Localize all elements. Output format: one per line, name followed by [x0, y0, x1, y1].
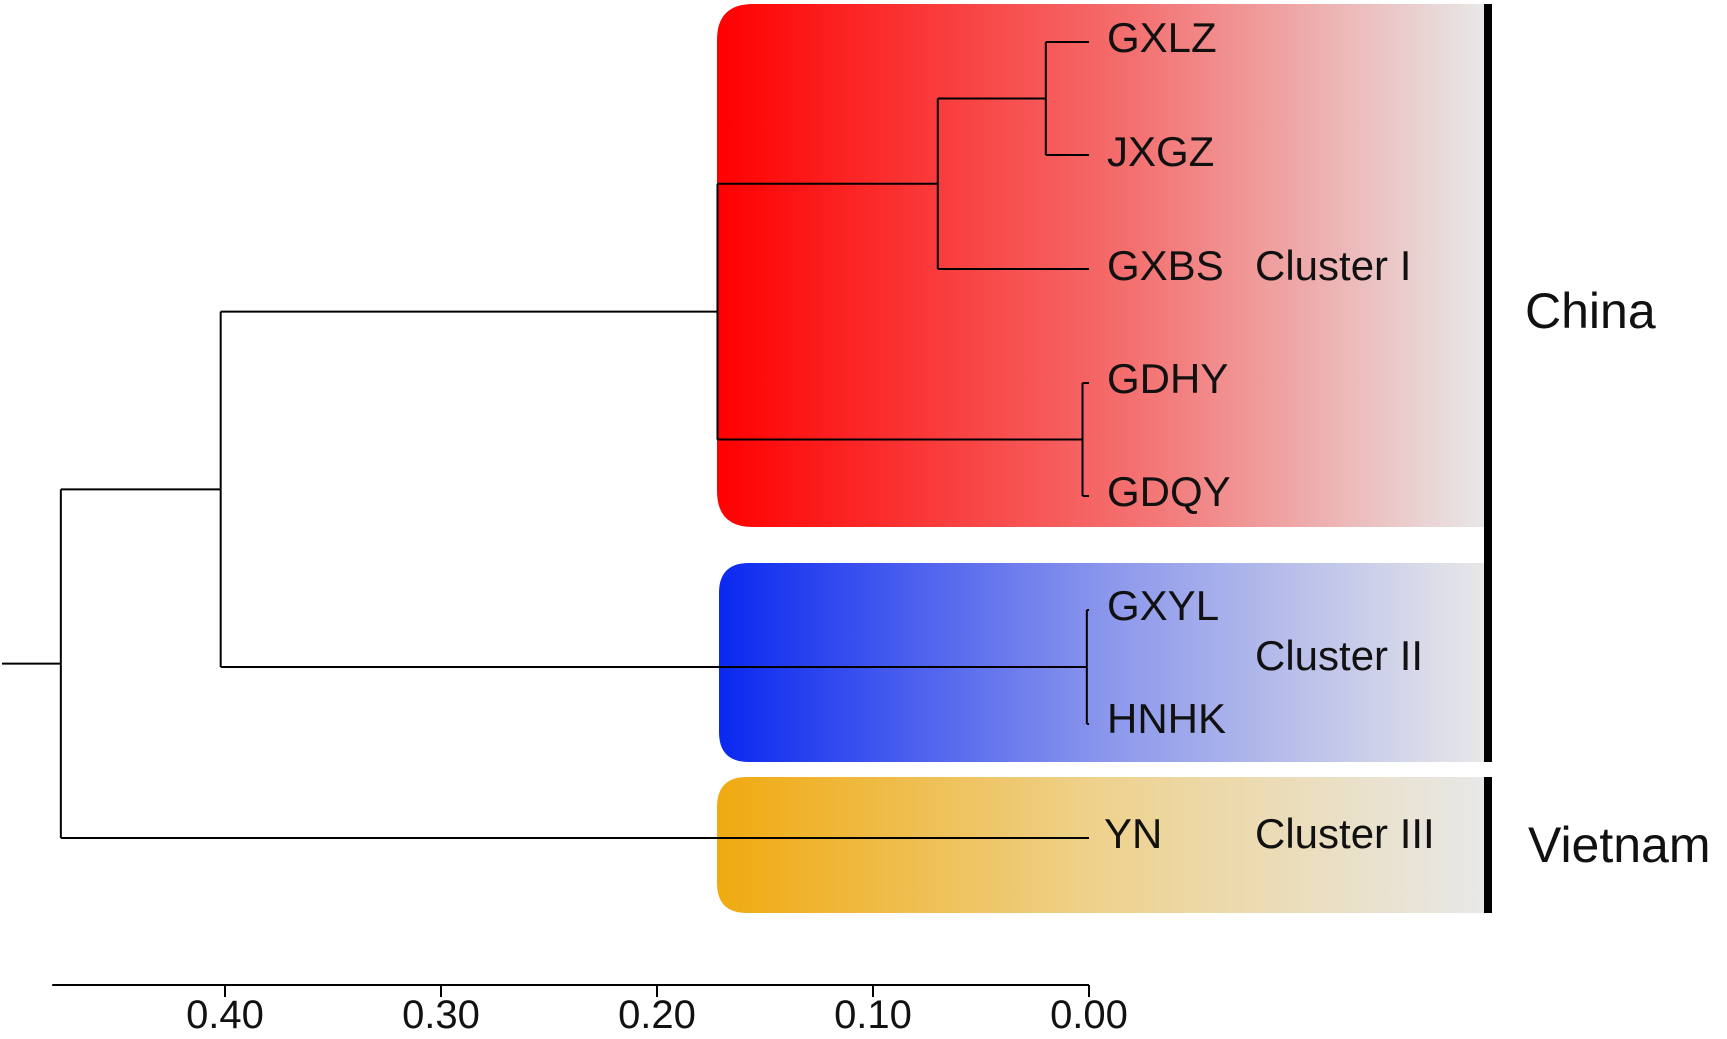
- distance-axis: 0.40 0.30 0.20 0.10 0.00: [52, 984, 1128, 1037]
- region-label-vietnam: Vietnam: [1528, 817, 1711, 873]
- leaf-label-gdqy: GDQY: [1107, 468, 1231, 515]
- cluster-2-background: [719, 563, 1486, 762]
- leaf-label-gxbs: GXBS: [1107, 242, 1224, 289]
- cluster-2-label: Cluster II: [1255, 632, 1423, 679]
- axis-tick-label: 0.30: [402, 993, 480, 1034]
- leaf-label-gxlz: GXLZ: [1107, 14, 1217, 61]
- axis-tick-label: 0.00: [1050, 993, 1128, 1034]
- leaf-label-jxgz: JXGZ: [1107, 128, 1214, 175]
- cluster-3-label: Cluster III: [1255, 810, 1435, 857]
- axis-tick-label: 0.10: [834, 993, 912, 1034]
- cluster-3-background: [717, 777, 1486, 913]
- axis-tick-label: 0.20: [618, 993, 696, 1034]
- cluster-1-background: [717, 4, 1486, 527]
- leaf-label-yn: YN: [1104, 810, 1162, 857]
- leaf-label-hnhk: HNHK: [1107, 695, 1226, 742]
- leaf-label-gxyl: GXYL: [1107, 582, 1219, 629]
- region-label-china: China: [1525, 283, 1656, 339]
- leaf-label-gdhy: GDHY: [1107, 355, 1228, 402]
- axis-tick-label: 0.40: [186, 993, 264, 1034]
- tree-branches: [2, 41, 1089, 839]
- cluster-1-label: Cluster I: [1255, 242, 1411, 289]
